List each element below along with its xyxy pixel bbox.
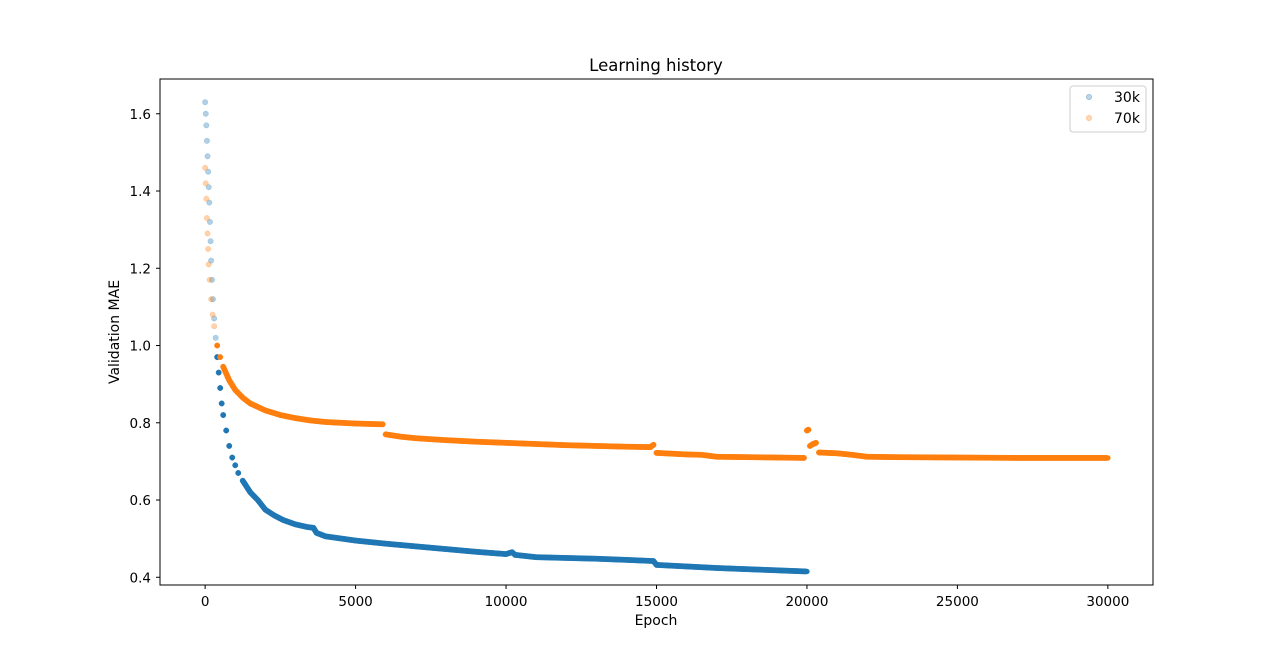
y-tick-label: 0.4 bbox=[130, 570, 151, 586]
series-30k bbox=[202, 99, 810, 575]
y-axis: 0.4 0.6 0.8 1.0 1.2 1.4 1.6 bbox=[130, 107, 160, 586]
legend-label-30k: 30k bbox=[1114, 90, 1141, 106]
x-tick-label: 0 bbox=[201, 594, 210, 610]
x-tick-label: 15000 bbox=[635, 594, 678, 610]
data-point bbox=[203, 215, 210, 222]
data-point bbox=[202, 180, 209, 187]
legend-marker-30k bbox=[1085, 93, 1093, 101]
data-point bbox=[223, 427, 230, 434]
data-point bbox=[205, 246, 212, 252]
y-tick-label: 1.6 bbox=[130, 107, 151, 123]
data-point bbox=[208, 296, 215, 303]
data-point bbox=[805, 426, 812, 433]
data-point bbox=[804, 568, 810, 575]
data-point bbox=[226, 443, 233, 449]
series-layer bbox=[202, 99, 1111, 575]
data-point bbox=[204, 230, 211, 237]
data-point bbox=[218, 400, 225, 407]
data-point bbox=[215, 369, 222, 376]
y-tick-label: 0.8 bbox=[130, 416, 151, 432]
chart-title: Learning history bbox=[589, 56, 723, 75]
data-point bbox=[209, 276, 216, 283]
series-70k bbox=[202, 164, 1111, 461]
data-point bbox=[202, 110, 209, 117]
data-point bbox=[1105, 455, 1111, 461]
plot-area bbox=[202, 99, 1111, 575]
data-point bbox=[206, 276, 213, 283]
data-point bbox=[232, 462, 239, 469]
data-point bbox=[206, 199, 213, 206]
data-point bbox=[205, 184, 212, 191]
data-point bbox=[214, 342, 221, 349]
y-tick-label: 1.0 bbox=[130, 339, 151, 355]
x-tick-label: 10000 bbox=[485, 594, 528, 610]
data-point bbox=[203, 137, 210, 144]
data-point bbox=[208, 257, 215, 264]
y-tick-label: 0.6 bbox=[130, 493, 151, 509]
x-tick-label: 30000 bbox=[1086, 594, 1129, 610]
data-point bbox=[220, 412, 227, 418]
legend-marker-70k bbox=[1085, 114, 1093, 122]
y-tick-label: 1.2 bbox=[130, 261, 151, 277]
data-point bbox=[211, 323, 218, 330]
legend: 30k 70k bbox=[1069, 85, 1147, 133]
x-tick-label: 25000 bbox=[936, 594, 979, 610]
data-point bbox=[211, 315, 218, 322]
legend-label-70k: 70k bbox=[1114, 111, 1141, 127]
data-point bbox=[202, 164, 209, 171]
x-tick-label: 20000 bbox=[785, 594, 828, 610]
data-point bbox=[205, 168, 212, 175]
data-point bbox=[203, 122, 210, 129]
x-axis-label: Epoch bbox=[635, 613, 678, 629]
x-tick-label: 5000 bbox=[338, 594, 372, 610]
data-point bbox=[212, 334, 219, 341]
data-point bbox=[207, 238, 214, 245]
data-point bbox=[235, 470, 242, 476]
x-axis: 0 5000 10000 15000 20000 25000 30000 bbox=[201, 585, 1129, 610]
data-point bbox=[217, 354, 224, 361]
data-point bbox=[204, 153, 211, 160]
legend-box bbox=[1069, 85, 1147, 133]
y-tick-label: 1.4 bbox=[130, 184, 151, 200]
data-point bbox=[209, 311, 216, 318]
data-point bbox=[207, 218, 213, 225]
data-point bbox=[205, 261, 212, 268]
data-point bbox=[229, 454, 236, 461]
data-point bbox=[650, 441, 657, 448]
y-axis-label: Validation MAE bbox=[107, 280, 123, 384]
data-point bbox=[801, 454, 807, 461]
data-point bbox=[813, 439, 819, 446]
data-point bbox=[203, 195, 210, 202]
data-point bbox=[217, 385, 224, 391]
data-point bbox=[210, 296, 216, 303]
data-point bbox=[202, 99, 209, 106]
data-point bbox=[379, 421, 386, 428]
